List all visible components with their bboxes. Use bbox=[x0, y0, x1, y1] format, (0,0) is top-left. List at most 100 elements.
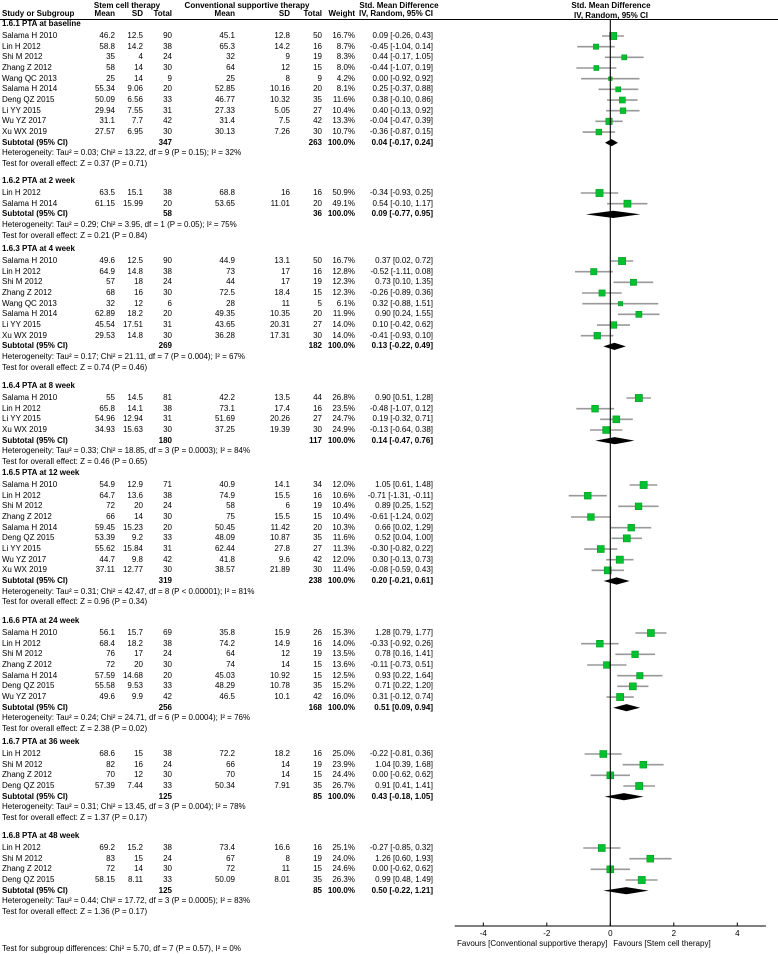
study-row: Salama H 2010 54.9 12.9 71 40.9 14.1 34 12.0% 1.… bbox=[0, 480, 778, 490]
exp-total-sum: 180 bbox=[158, 435, 172, 445]
ctrl-total: 16 bbox=[313, 41, 322, 51]
exp-mean: 70 bbox=[106, 770, 115, 780]
subgroup-differences-note: Test for subgroup differences: Chi² = 5.… bbox=[2, 944, 241, 953]
ctrl-mean: 74 bbox=[226, 660, 235, 669]
effect-estimate-square bbox=[593, 65, 600, 71]
exp-mean: 32 bbox=[106, 298, 115, 308]
subtotal-diamond bbox=[603, 342, 626, 350]
ctrl-sd: 20.26 bbox=[269, 414, 290, 424]
study-row: Salama H 2010 49.6 12.5 90 44.9 13.1 50 16.7% 0.… bbox=[0, 256, 778, 266]
exp-sd: 14.2 bbox=[127, 41, 143, 51]
weight-value: 50.9% bbox=[332, 188, 355, 197]
study-row: Shi M 2012 83 15 24 67 8 19 24.0% 1.26 [0.60, 1.… bbox=[0, 854, 778, 864]
ctrl-sd: 21.89 bbox=[269, 565, 290, 575]
ctrl-total: 30 bbox=[313, 127, 322, 137]
study-row: Deng QZ 2015 57.39 7.44 33 50.34 7.91 35 26.7% 0… bbox=[0, 781, 778, 791]
study-name: Salama H 2014 bbox=[2, 198, 58, 208]
ci-text: 1.05 [0.61, 1.48] bbox=[375, 480, 433, 489]
ci-text: 0.00 [-0.92, 0.92] bbox=[372, 73, 434, 83]
exp-total: 90 bbox=[163, 256, 172, 265]
exp-mean: 57.59 bbox=[94, 670, 115, 680]
weight-value: 15.3% bbox=[332, 628, 355, 637]
ctrl-total: 42 bbox=[313, 554, 322, 564]
overall-effect-note: Test for overall effect: Z = 0.37 (P = 0… bbox=[2, 159, 148, 169]
exp-mean: 57.39 bbox=[94, 781, 115, 790]
subtotal-diamond bbox=[604, 139, 618, 147]
ctrl-mean: 30.13 bbox=[214, 127, 235, 137]
ctrl-mean: 50.45 bbox=[214, 522, 235, 532]
ci-text: 0.40 [-0.13, 0.92] bbox=[372, 105, 434, 115]
ci-text: -0.04 [-0.47, 0.39] bbox=[369, 116, 433, 126]
exp-mean: 50.09 bbox=[94, 95, 115, 105]
exp-sd: 7.44 bbox=[127, 781, 143, 790]
exp-sd: 13.6 bbox=[127, 490, 143, 500]
ctrl-mean: 41.8 bbox=[219, 554, 235, 564]
effect-estimate-square bbox=[593, 332, 601, 340]
weight-sum: 100.0% bbox=[327, 576, 355, 586]
effect-estimate-square bbox=[609, 321, 618, 329]
ctrl-sd: 10.32 bbox=[269, 95, 290, 105]
study-name: Li YY 2015 bbox=[2, 414, 41, 424]
sd1-column-header: SD bbox=[131, 9, 143, 18]
subtotal-diamond bbox=[585, 210, 641, 218]
exp-sd: 20 bbox=[134, 660, 143, 669]
ctrl-sd: 11 bbox=[281, 298, 290, 308]
study-row: Xu WX 2019 27.57 6.95 30 30.13 7.26 30 10.7% -0.… bbox=[0, 127, 778, 137]
section-title: 1.6.2 PTA at 2 week bbox=[2, 176, 75, 185]
ctrl-total: 27 bbox=[313, 320, 322, 330]
effect-estimate-square bbox=[623, 199, 632, 208]
study-name: Zhang Z 2012 bbox=[2, 512, 52, 521]
ctrl-total: 35 bbox=[313, 95, 322, 105]
axis-tick-label: -2 bbox=[543, 929, 551, 938]
ctrl-sd: 14 bbox=[281, 660, 290, 669]
subtotal-label: Subtotal (95% CI) bbox=[2, 702, 68, 712]
ctrl-total: 27 bbox=[313, 414, 322, 424]
effect-estimate-square bbox=[595, 189, 604, 197]
exp-total: 38 bbox=[163, 843, 172, 852]
section-header-row: 1.6.7 PTA at 36 week bbox=[0, 737, 778, 747]
overall-effect-row: Test for overall effect: Z = 2.38 (P = 0… bbox=[0, 724, 778, 734]
ctrl-total-sum: 117 bbox=[309, 435, 322, 445]
ctrl-total: 19 bbox=[313, 853, 322, 863]
exp-total: 20 bbox=[163, 84, 172, 94]
ctrl-total: 20 bbox=[313, 309, 322, 319]
exp-mean: 29.94 bbox=[94, 105, 115, 115]
weight-value: 13.5% bbox=[332, 649, 355, 659]
subtotal-row: Subtotal (95% CI) 58 36 100.0% 0.09 [-0.77, … bbox=[0, 209, 778, 219]
ci-text: 0.38 [-0.10, 0.86] bbox=[372, 95, 434, 105]
weight-value: 16.0% bbox=[332, 692, 355, 702]
exp-total: 31 bbox=[163, 105, 172, 115]
exp-sd: 12.94 bbox=[122, 414, 143, 424]
study-name: Salama H 2010 bbox=[2, 393, 58, 402]
exp-total: 38 bbox=[163, 41, 172, 51]
ctrl-sd: 12 bbox=[281, 63, 290, 72]
subtotal-row: Subtotal (95% CI) 180 117 100.0% 0.14 [-0.47… bbox=[0, 436, 778, 446]
study-name: Lin H 2012 bbox=[2, 188, 41, 197]
ctrl-total: 15 bbox=[313, 864, 322, 874]
ctrl-mean: 37.25 bbox=[214, 425, 235, 434]
exp-mean: 45.54 bbox=[94, 320, 115, 330]
ctrl-sd: 5.05 bbox=[274, 105, 290, 115]
ci-text: 0.00 [-0.62, 0.62] bbox=[372, 770, 434, 780]
exp-total: 30 bbox=[163, 127, 172, 137]
effect-estimate-square bbox=[639, 481, 648, 489]
exp-mean: 72 bbox=[106, 501, 115, 511]
ctrl-total: 35 bbox=[313, 533, 322, 543]
ctrl-total: 20 bbox=[313, 198, 322, 208]
study-name: Deng QZ 2015 bbox=[2, 875, 55, 884]
ctrl-mean: 40.9 bbox=[219, 480, 235, 489]
exp-mean: 65.8 bbox=[99, 403, 115, 413]
exp-mean: 59.45 bbox=[94, 522, 115, 532]
effect-estimate-square bbox=[639, 760, 648, 769]
exp-mean: 55.34 bbox=[94, 84, 115, 94]
study-row: Li YY 2015 45.54 17.51 31 43.65 20.31 27 14.0% 0… bbox=[0, 320, 778, 330]
heterogeneity-note: Heterogeneity: Tau² = 0.33; Chi² = 18.85… bbox=[2, 446, 251, 456]
weight-sum: 100.0% bbox=[327, 885, 355, 895]
overall-effect-note: Test for overall effect: Z = 2.38 (P = 0… bbox=[2, 724, 148, 734]
exp-total: 38 bbox=[163, 188, 172, 197]
axis-tick-label: 0 bbox=[608, 929, 613, 938]
ctrl-sd: 6 bbox=[285, 501, 290, 511]
ctrl-sd: 10.16 bbox=[269, 84, 290, 94]
ctrl-sd: 15.9 bbox=[274, 628, 290, 637]
effect-estimate-square bbox=[616, 693, 625, 701]
